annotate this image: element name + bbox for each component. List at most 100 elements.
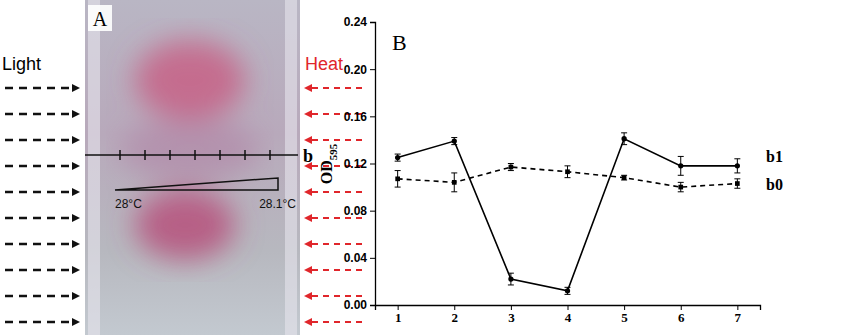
y-axis-label: OD595 [318,143,339,184]
y-tick-mark [370,258,375,259]
x-tick: 1 [395,305,402,325]
data-point [565,169,570,174]
data-point [622,175,627,180]
x-tick: 3 [508,305,515,325]
error-bar-cap [508,284,514,285]
error-bar-cap [678,175,684,176]
heat-arrowhead [304,136,312,144]
error-bar-cap [565,287,571,288]
error-bar [678,156,684,175]
y-tick: 0.16 [344,110,375,124]
panel-b: 0.000.040.080.120.160.200.241234567OD595… [318,15,783,325]
y-tick-label: 0.16 [344,110,368,124]
line-b-tick [219,150,221,160]
y-tick-label: 0.00 [344,298,368,312]
data-point [735,163,740,168]
light-arrow [5,87,72,90]
light-arrow [5,243,72,246]
x-tick-label: 2 [452,310,459,325]
heat-arrowhead [304,84,312,92]
light-arrow [5,269,72,272]
light-arrowhead [72,318,80,326]
light-arrow [5,217,72,220]
heat-arrow [312,269,362,271]
error-bar-cap [395,154,401,155]
light-arrowhead [72,162,80,170]
light-label: Light [2,54,41,74]
error-bar-cap [621,144,627,145]
light-arrow [5,295,72,298]
data-point [678,163,683,168]
error-bar [395,154,401,161]
y-tick-mark [370,164,375,165]
panel-label: A [93,8,108,30]
line-b-tick [144,150,146,160]
y-tick-label: 0.20 [344,63,368,77]
data-point [735,181,740,186]
error-bar-cap [734,188,740,189]
heat-arrowhead [304,266,312,274]
series-label: b0 [766,176,783,193]
y-tick-mark [370,211,375,212]
error-bar-cap [395,170,401,171]
data-point [509,165,514,170]
error-bar-cap [734,178,740,179]
temp-low: 28°C [115,197,142,211]
heat-arrow [312,139,362,141]
heat-arrow [312,191,362,193]
data-point [452,180,457,185]
error-bar-cap [565,165,571,166]
heat-arrow [312,243,362,245]
line-b-tick [194,150,196,160]
error-bar-cap [508,170,514,171]
x-tick: 7 [735,305,742,325]
vial-photo [85,0,300,335]
y-tick: 0.20 [344,63,375,77]
panel-label-box [88,5,112,31]
temperature-wedge [115,178,278,190]
panel-a: Ab28°C28.1°CLightHeat [2,0,362,335]
light-arrow [5,165,72,168]
series-line [398,139,738,291]
y-axis-label-sub: 595 [327,143,339,160]
light-arrowhead [72,110,80,118]
y-tick-mark [370,22,375,23]
data-point [565,288,570,293]
data-point [678,185,683,190]
error-bar [565,287,571,294]
chart-title: B [392,30,407,55]
vial-edge-right [285,0,297,335]
y-tick-label: 0.12 [344,157,368,171]
error-bar-cap [678,182,684,183]
line-b-tick [269,150,271,160]
plot-data [395,133,741,295]
error-bar [621,133,627,145]
error-bar-cap [734,172,740,173]
y-tick-label: 0.08 [344,204,368,218]
data-point [452,138,457,143]
light-arrow [5,321,72,324]
x-tick-label: 3 [508,310,515,325]
y-tick-mark [370,69,375,70]
light-arrow [5,191,72,194]
light-arrowhead [72,240,80,248]
y-tick: 0.04 [344,251,375,265]
y-tick: 0.08 [344,204,375,218]
light-arrowhead [72,214,80,222]
light-arrowhead [72,188,80,196]
x-tick-label: 7 [735,310,742,325]
data-point [395,176,400,181]
error-bar [508,273,514,285]
y-tick-mark [370,305,375,306]
y-tick-mark [370,116,375,117]
heat-arrowhead [304,188,312,196]
line-b-tick [119,150,121,160]
y-tick-label: 0.24 [344,15,368,29]
error-bar [621,175,627,180]
heat-arrow [312,87,362,89]
error-bar-cap [451,144,457,145]
error-bar [508,164,514,171]
y-tick: 0.24 [344,15,375,29]
vial-edge-left [88,0,100,335]
light-arrowhead [72,266,80,274]
